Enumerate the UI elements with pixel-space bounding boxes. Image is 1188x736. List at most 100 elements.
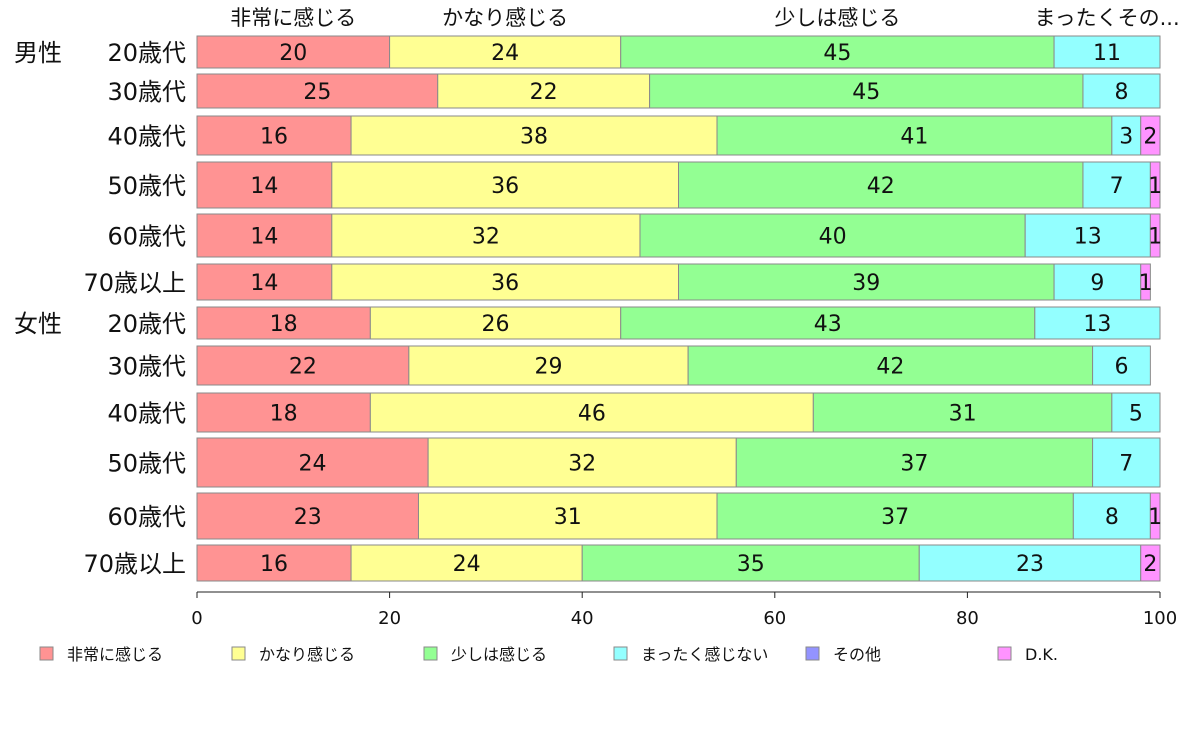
segment-value-label: 3 [1119,125,1133,150]
segment-value-label: 1 [1139,271,1153,296]
segment-value-label: 18 [270,402,298,427]
bar-segment [812,392,1113,433]
legend-label: まったく感じない [641,645,768,664]
segment-value-label: 46 [578,402,606,427]
segment-value-label: 24 [453,552,481,577]
legend-label: 少しは感じる [451,645,547,664]
segment-value-label: 23 [294,505,322,530]
segment-value-label: 32 [568,452,596,477]
bar-segment [1082,161,1151,209]
bar-segment [1111,392,1161,433]
segment-value-label: 36 [491,271,519,296]
row-label: 40歳代 [107,123,186,151]
segment-value-label: 37 [900,452,928,477]
row-label: 30歳代 [107,78,186,106]
segment-value-label: 29 [534,355,562,380]
bar-segment [196,437,429,488]
bar-segment [620,306,1036,340]
row-label: 50歳代 [107,172,186,200]
segment-value-label: 11 [1093,41,1121,66]
segment-value-label: 42 [876,355,904,380]
legend-swatch [805,646,820,661]
row-label: 60歳代 [107,223,186,251]
bar-segment [196,213,333,258]
row-label: 40歳代 [107,400,186,428]
bar-segment [437,73,651,109]
segment-value-label: 13 [1083,312,1111,337]
column-header: かなり感じる [442,6,568,30]
segment-value-label: 25 [303,80,331,105]
segment-value-label: 14 [250,174,278,199]
bar-row: 14 36 39 9 1 [196,263,1153,301]
row-label: 30歳代 [107,353,186,381]
bar-segment [1149,161,1161,209]
segment-value-label: 1 [1148,174,1162,199]
bar-segment [196,392,371,433]
segment-value-label: 16 [260,125,288,150]
legend-label: かなり感じる [259,645,355,664]
segment-value-label: 22 [530,80,558,105]
bar-segment [1034,306,1161,340]
bar-segment [196,492,419,540]
segment-value-label: 26 [482,312,510,337]
bar-segment [1149,213,1161,258]
x-tick-label: 60 [763,608,786,629]
bar-segment [350,544,583,582]
segment-value-label: 31 [554,505,582,530]
bar-row: 14 32 40 13 1 [196,213,1162,258]
x-tick-label: 80 [956,608,979,629]
bar-segment [196,306,371,340]
legend-label: 非常に感じる [67,645,163,664]
segment-value-label: 32 [472,225,500,250]
segment-value-label: 31 [949,402,977,427]
bar-row: 25 22 45 8 [196,73,1161,109]
segment-value-label: 41 [900,125,928,150]
bar-segment [639,213,1026,258]
bar-segment [687,345,1094,386]
bar-segment [1072,492,1151,540]
bar-segment [331,213,641,258]
segment-value-label: 24 [491,41,519,66]
column-header: 非常に感じる [230,6,356,30]
x-tick-label: 20 [378,608,401,629]
segment-value-label: 24 [299,452,327,477]
bar-segment [331,263,679,301]
bar-row: 18 26 43 13 [196,306,1161,340]
x-tick-label: 40 [571,608,594,629]
segment-value-label: 23 [1016,552,1044,577]
bar-segment [1024,213,1151,258]
segment-value-label: 35 [737,552,765,577]
row-labels: 20歳代男性30歳代40歳代50歳代60歳代70歳以上20歳代女性30歳代40歳… [14,39,186,578]
segment-value-label: 1 [1148,225,1162,250]
row-label: 50歳代 [107,450,186,478]
segment-value-label: 45 [823,41,851,66]
bar-segment [196,115,352,156]
segment-value-label: 2 [1143,125,1157,150]
legend-item: かなり感じる [231,645,355,664]
bar-segment [369,306,622,340]
bar-segment [1092,345,1151,386]
segment-value-label: 6 [1114,355,1128,380]
segment-value-label: 37 [881,505,909,530]
segment-value-label: 39 [852,271,880,296]
segment-value-label: 2 [1143,552,1157,577]
bar-row: 24 32 37 7 [196,437,1161,488]
segment-value-label: 5 [1129,402,1143,427]
segment-value-label: 43 [814,312,842,337]
bar-segment [620,35,1055,69]
legend-item: 少しは感じる [423,645,547,664]
bar-segment [1140,263,1151,301]
segment-value-label: 42 [867,174,895,199]
legend-swatch [39,646,54,661]
bar-segment [350,115,718,156]
bar-segment [1053,35,1161,69]
segment-value-label: 45 [852,80,880,105]
legend-swatch [231,646,246,661]
bar-segment [1140,544,1161,582]
segment-value-label: 1 [1148,505,1162,530]
segment-value-label: 8 [1105,505,1119,530]
bar-row: 22 29 42 6 [196,345,1151,386]
segment-value-label: 20 [279,41,307,66]
bar-segment [1092,437,1161,488]
bar-row: 23 31 37 8 1 [196,492,1162,540]
